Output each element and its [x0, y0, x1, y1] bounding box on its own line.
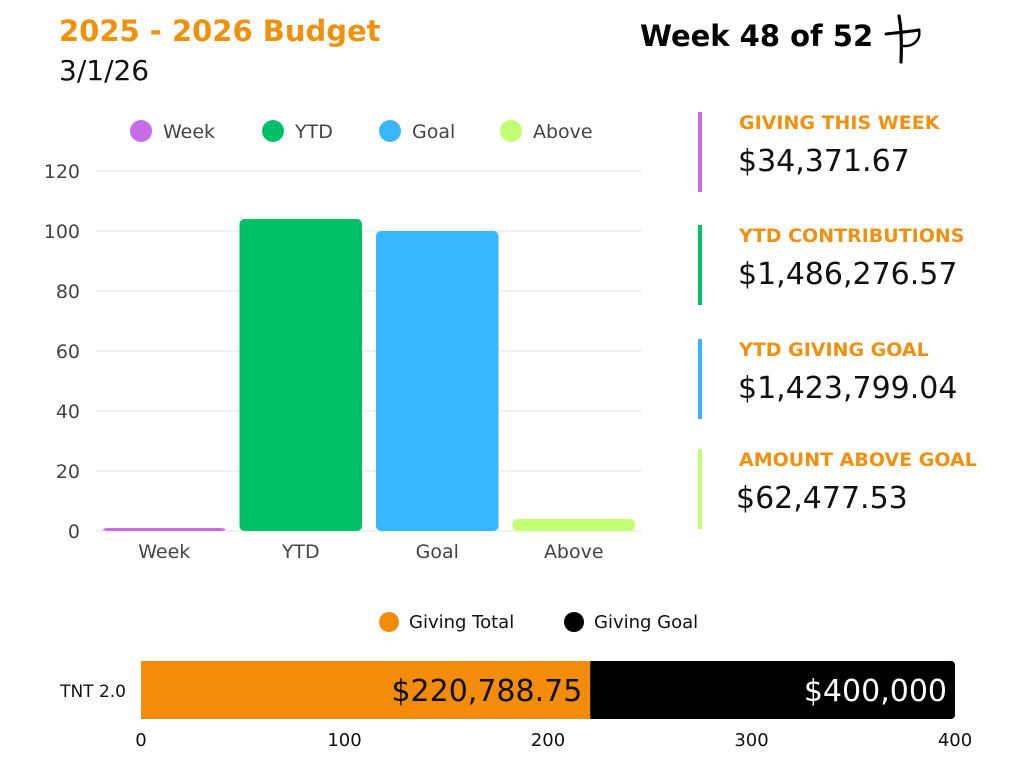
legend-marker [262, 120, 284, 142]
metric-accent-bar [698, 449, 702, 529]
metric-value: $62,477.53 [736, 481, 908, 516]
metric-value: $1,423,799.04 [738, 371, 958, 406]
metric-label: YTD CONTRIBUTIONS [739, 225, 965, 247]
metric-accent-bar [698, 112, 702, 192]
x-tick-label: 0 [135, 730, 146, 751]
x-tick-label: 400 [938, 730, 972, 751]
metric-label: YTD GIVING GOAL [739, 339, 929, 361]
segment-value-label: $220,788.75 [391, 674, 582, 709]
y-tick-label: 80 [56, 281, 80, 303]
metric-ytd-contributions: YTD CONTRIBUTIONS $1,486,276.57 [698, 225, 1008, 305]
metric-giving-this-week: GIVING THIS WEEK $34,371.67 [698, 112, 1008, 192]
x-tick-label: Week [138, 541, 190, 563]
y-tick-label: 40 [56, 401, 80, 423]
metric-label: GIVING THIS WEEK [739, 112, 940, 134]
legend-label: Week [163, 121, 215, 143]
y-tick-label: 120 [44, 161, 80, 183]
bar-above [512, 519, 635, 531]
metric-accent-bar [698, 225, 702, 305]
metric-value: $1,486,276.57 [738, 257, 958, 292]
y-tick-label: 20 [56, 461, 80, 483]
x-tick-label: 200 [531, 730, 565, 751]
metric-ytd-giving-goal: YTD GIVING GOAL $1,423,799.04 [698, 339, 1008, 419]
legend-label: Above [533, 121, 593, 143]
x-tick-label: 100 [327, 730, 361, 751]
category-label: TNT 2.0 [59, 682, 126, 702]
y-tick-label: 0 [68, 521, 80, 543]
x-tick-label: Above [544, 541, 604, 563]
segment-giving-total [141, 661, 591, 719]
bar-week [103, 528, 226, 531]
metric-value: $34,371.67 [738, 144, 910, 179]
page-title: 2025 - 2026 Budget [59, 14, 381, 48]
bar-ytd [239, 219, 362, 531]
legend-marker [500, 120, 522, 142]
legend-label: Goal [412, 121, 455, 143]
legend-marker [379, 612, 399, 632]
cross-logo-icon [884, 14, 921, 64]
legend-marker [379, 120, 401, 142]
legend-label: Giving Total [409, 612, 514, 633]
metric-amount-above-goal: AMOUNT ABOVE GOAL $62,477.53 [698, 449, 1008, 529]
segment-giving-goal [590, 661, 955, 719]
legend-label: YTD [294, 121, 333, 143]
y-tick-label: 60 [56, 341, 80, 363]
y-tick-label: 100 [44, 221, 80, 243]
budget-bar-chart: 0 20 40 60 80 100 120 Week YTD Goal Above Week YTD Go… [44, 120, 642, 563]
x-tick-label: Goal [416, 541, 459, 563]
report-date: 3/1/26 [59, 54, 150, 87]
segment-value-label: $400,000 [804, 674, 947, 709]
metric-label: AMOUNT ABOVE GOAL [739, 449, 977, 471]
x-tick-label: YTD [281, 541, 320, 563]
legend-marker [130, 120, 152, 142]
x-tick-label: 300 [734, 730, 768, 751]
legend-label: Giving Goal [594, 612, 698, 633]
week-counter: Week 48 of 52 [640, 19, 874, 53]
legend-marker [564, 612, 584, 632]
bar-goal [376, 231, 499, 531]
segment-seam [590, 661, 597, 719]
metric-accent-bar [698, 339, 702, 419]
